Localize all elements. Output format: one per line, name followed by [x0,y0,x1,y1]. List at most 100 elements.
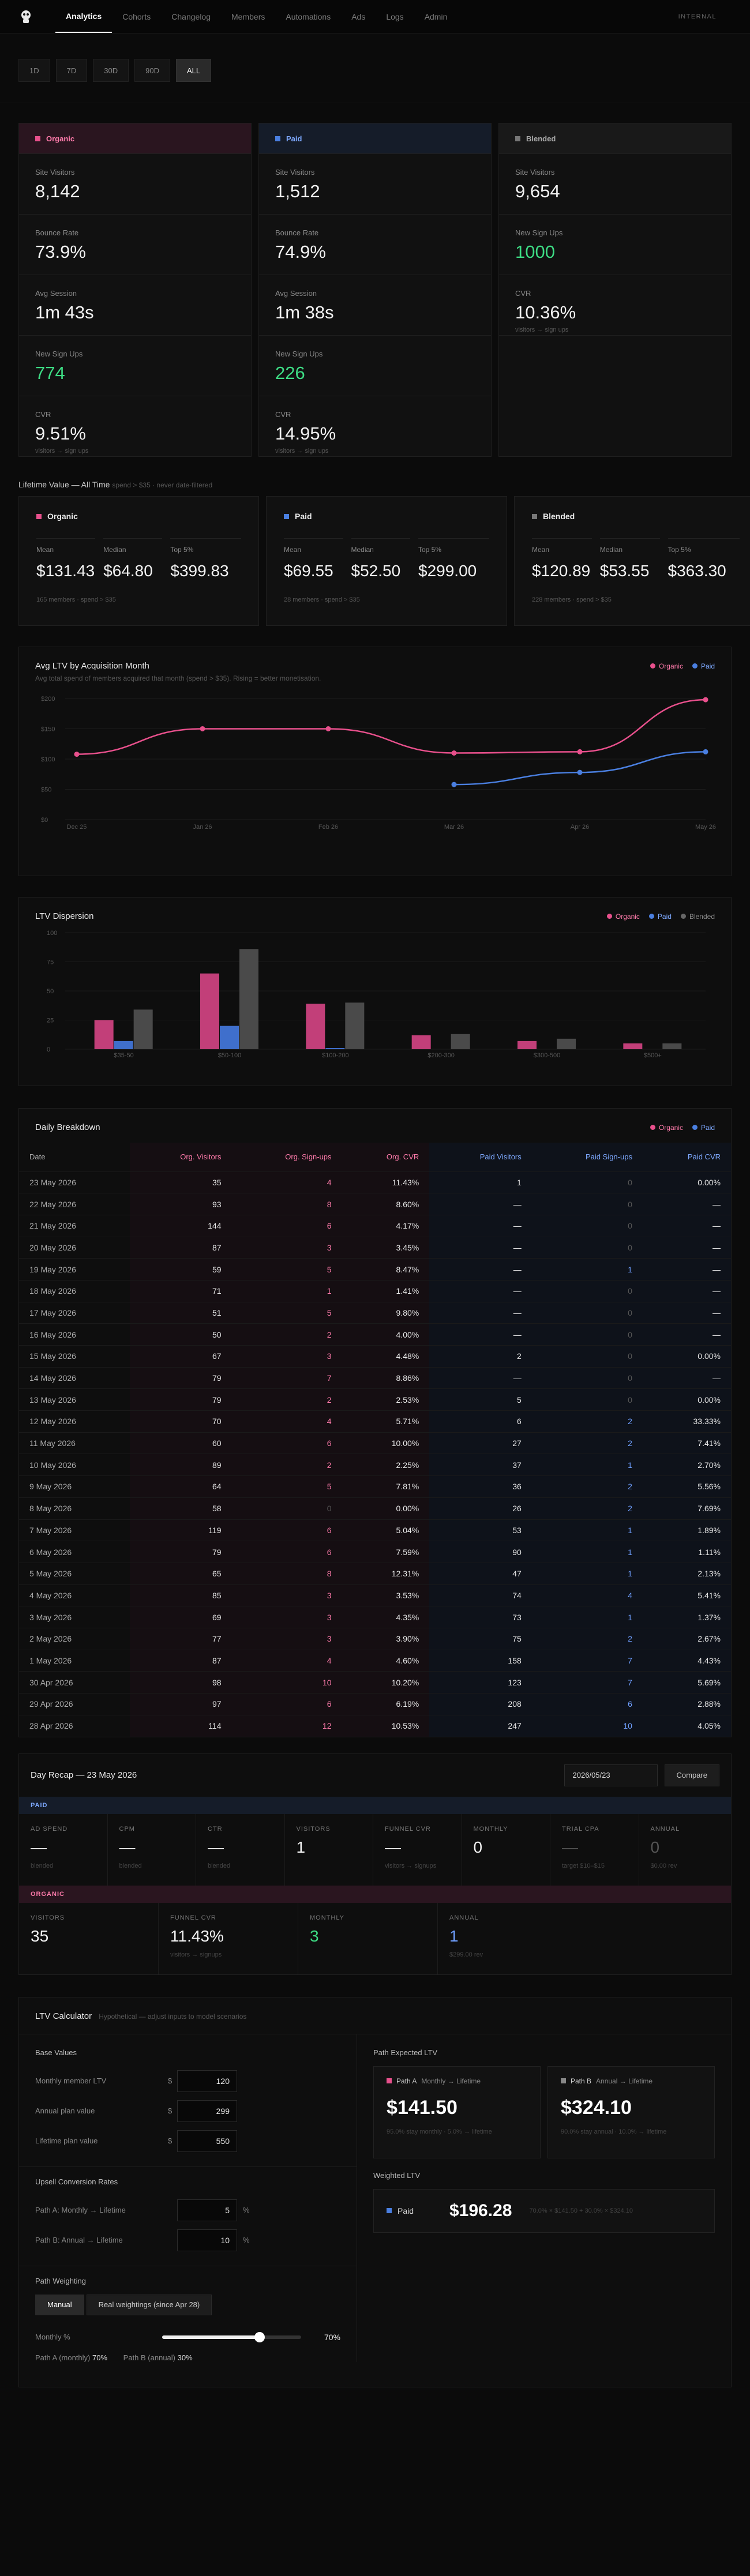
nav-admin[interactable]: Admin [424,12,448,21]
table-cell: 2.67% [642,1627,731,1650]
data-point[interactable] [703,749,708,754]
table-cell: 1.37% [642,1606,731,1628]
monthly-ltv-input[interactable]: 120 [177,2070,237,2092]
chart-legend: Organic Paid [650,662,715,670]
metric-label: CVR [515,289,531,298]
path-a-split-value: 70% [92,2353,108,2362]
data-point[interactable] [74,752,80,757]
recap-stat: VISITORS 1 [285,1813,373,1886]
column-header[interactable]: Org. Visitors [130,1143,232,1171]
range-30d-button[interactable]: 30D [93,59,129,82]
path-a-rate-input[interactable]: 5 [177,2199,237,2221]
table-cell: 0 [531,1388,643,1411]
nav-changelog[interactable]: Changelog [171,12,211,21]
data-point[interactable] [451,782,457,787]
bar-blended[interactable] [557,1038,576,1049]
table-row: 10 May 2026 89 2 2.25% 37 1 2.70% [19,1454,731,1476]
path-a-split-label: Path A (monthly) [35,2353,91,2362]
column-header[interactable]: Paid Sign-ups [531,1143,643,1171]
ltv-label: Median [351,538,410,554]
column-header[interactable]: Org. Sign-ups [231,1143,342,1171]
bar-paid[interactable] [114,1041,133,1049]
data-point[interactable] [703,697,708,703]
ltv-value: $120.89 [532,562,591,580]
recap-stat: FUNNEL CVR 11.43% visitors → signups [159,1902,298,1974]
bar-blended[interactable] [133,1009,153,1049]
ltv-dispersion-panel: LTV Dispersion Organic Paid Blended 100 7… [18,897,732,1086]
bar-organic[interactable] [200,973,219,1049]
annual-plan-input[interactable]: 299 [177,2100,237,2122]
table-cell: 60 [130,1432,232,1454]
legend-item-organic: Organic [606,913,640,921]
nav-analytics[interactable]: Analytics [55,0,112,33]
blended-dot [680,914,686,919]
path-b-rate-input[interactable]: 10 [177,2229,237,2251]
bar-organic[interactable] [94,1020,114,1050]
bar-blended[interactable] [662,1043,682,1049]
bar-paid[interactable] [220,1026,239,1049]
table-row: 3 May 2026 69 3 4.35% 73 1 1.37% [19,1606,731,1628]
nav-automations[interactable]: Automations [286,12,331,21]
table-row: 21 May 2026 144 6 4.17% —0— [19,1214,731,1237]
data-point[interactable] [577,749,583,754]
stat-label: AD SPEND [31,1825,68,1833]
recap-controls: 2026/05/23 Compare [564,1764,719,1786]
table-row: 2 May 2026 77 3 3.90% 75 2 2.67% [19,1627,731,1650]
nav-cohorts[interactable]: Cohorts [122,12,151,21]
range-all-button[interactable]: ALL [175,59,212,82]
bar-organic[interactable] [623,1043,643,1049]
slider-handle[interactable] [254,2331,265,2342]
range-1d-button[interactable]: 1D [18,59,50,82]
slider-label: Monthly % [35,2333,70,2342]
data-point[interactable] [325,726,331,731]
monthly-ltv-field: Monthly member LTV $120 [35,2066,340,2096]
table-cell: 5 [231,1475,342,1498]
column-header[interactable]: Paid CVR [642,1143,731,1171]
data-point[interactable] [200,726,205,731]
bar-organic[interactable] [306,1004,325,1049]
table-cell: 23 May 2026 [19,1171,130,1193]
bar-blended[interactable] [239,949,258,1049]
metric-sub: visitors → sign ups [275,448,329,455]
nav-ads[interactable]: Ads [351,12,366,21]
bar-blended[interactable] [451,1034,470,1049]
logo-icon[interactable] [18,9,33,24]
table-cell: 17 May 2026 [19,1301,130,1324]
stat-value: — [208,1838,224,1856]
table-cell: 26 [429,1497,532,1519]
column-header[interactable]: Org. CVR [342,1143,430,1171]
table-cell: 10 [231,1671,342,1693]
bar-organic[interactable] [411,1035,431,1049]
bar-blended[interactable] [345,1002,365,1049]
nav-logs[interactable]: Logs [386,12,404,21]
recap-date-input[interactable]: 2026/05/23 [564,1764,658,1786]
table-cell: 2 [231,1323,342,1346]
bar-paid[interactable] [325,1047,345,1049]
column-header[interactable]: Paid Visitors [429,1143,532,1171]
table-cell: 27 [429,1432,532,1454]
table-cell: 6 [429,1410,532,1433]
organic-swatch [35,136,40,141]
stat-label: FUNNEL CVR [170,1914,216,1921]
range-7d-button[interactable]: 7D [55,59,88,82]
monthly-pct-slider[interactable] [162,2331,301,2342]
nav-members[interactable]: Members [231,12,265,21]
table-cell: 1 [429,1171,532,1193]
lifetime-plan-input[interactable]: 550 [177,2130,237,2152]
bar-organic[interactable] [518,1041,537,1049]
metric-card: Site Visitors 9,654 [499,153,731,214]
table-cell: 65 [130,1562,232,1585]
real-weighting-button[interactable]: Real weightings (since Apr 28) [86,2294,212,2315]
data-point[interactable] [451,750,457,756]
y-tick-label: $150 [41,726,55,733]
column-header[interactable]: Date [29,1152,46,1162]
data-point[interactable] [577,769,583,775]
table-cell: 71 [130,1279,232,1302]
manual-weighting-button[interactable]: Manual [35,2294,84,2315]
range-90d-button[interactable]: 90D [134,59,170,82]
table-cell: 0.00% [642,1345,731,1368]
metric-value: 73.9% [35,242,86,262]
table-row: 14 May 2026 79 7 8.86% —0— [19,1366,731,1389]
compare-button[interactable]: Compare [664,1764,719,1786]
table-cell: 7.69% [642,1497,731,1519]
